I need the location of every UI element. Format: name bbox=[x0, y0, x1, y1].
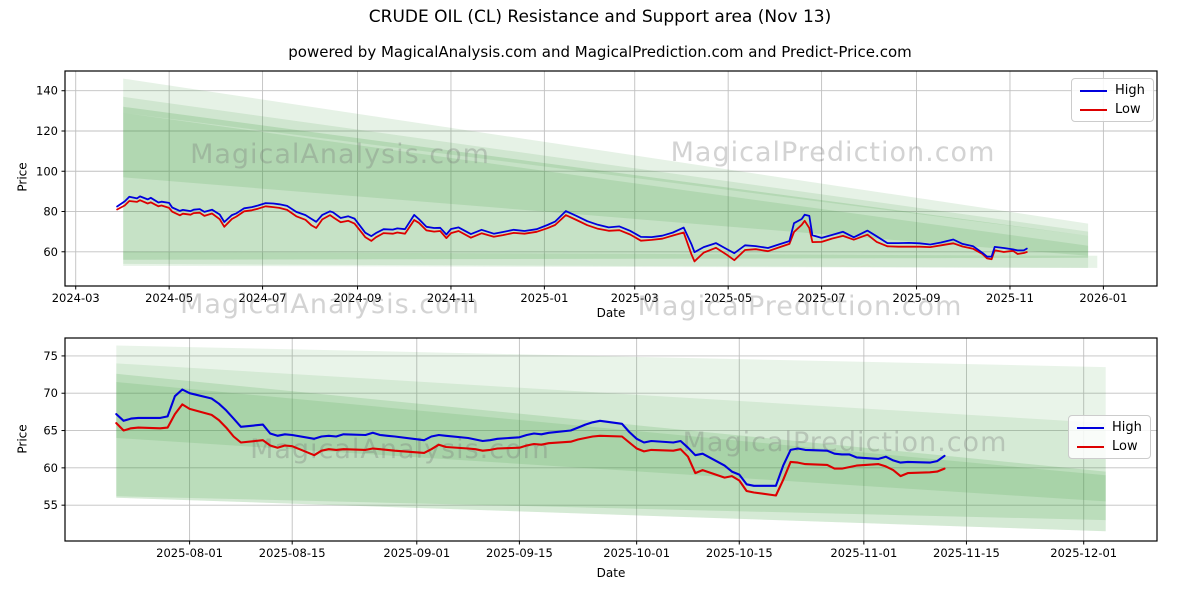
x-tick-label: 2025-08-01 bbox=[156, 546, 223, 560]
y-tick-label: 75 bbox=[43, 349, 58, 363]
support-resistance-band bbox=[123, 251, 1098, 268]
watermark-text: MagicalAnalysis.com bbox=[180, 289, 480, 320]
support-resistance-band bbox=[116, 373, 1106, 521]
watermark-text: MagicalPrediction.com bbox=[638, 291, 963, 322]
legend-item-low: Low bbox=[1077, 440, 1142, 454]
support-resistance-band bbox=[123, 96, 1089, 268]
axes-border bbox=[64, 337, 1158, 542]
support-resistance-band bbox=[116, 382, 1106, 502]
y-tick-label: 55 bbox=[43, 498, 58, 512]
x-tick-label: 2024-03 bbox=[52, 291, 100, 305]
legend-label-low: Low bbox=[1115, 102, 1141, 117]
x-tick-label: 2025-07 bbox=[798, 291, 846, 305]
y-tick-label: 65 bbox=[43, 424, 58, 438]
y-tick-label: 140 bbox=[36, 84, 58, 98]
chart-subtitle: powered by MagicalAnalysis.com and Magic… bbox=[288, 43, 912, 61]
x-tick-label: 2025-05 bbox=[704, 291, 752, 305]
x-tick-label: 2025-11 bbox=[986, 291, 1034, 305]
high-line-swatch bbox=[1080, 90, 1107, 92]
low-line-swatch bbox=[1077, 446, 1104, 448]
x-tick-label: 2025-08-15 bbox=[259, 546, 326, 560]
y-tick-label: 120 bbox=[36, 124, 58, 138]
x-tick-label: 2025-03 bbox=[611, 291, 659, 305]
legend-bottom-chart: High Low bbox=[1068, 415, 1151, 459]
legend-label-high: High bbox=[1112, 420, 1142, 435]
x-tick-label: 2025-10-01 bbox=[603, 546, 670, 560]
chart-title: CRUDE OIL (CL) Resistance and Support ar… bbox=[368, 7, 832, 27]
legend-item-low: Low bbox=[1080, 103, 1145, 117]
x-tick-label: 2024-11 bbox=[427, 291, 475, 305]
x-tick-label: 2024-09 bbox=[333, 291, 381, 305]
watermark-text: MagicalAnalysis.com bbox=[190, 139, 490, 170]
high-series-line bbox=[115, 388, 946, 487]
low-series-line bbox=[115, 403, 946, 497]
support-resistance-band bbox=[116, 363, 1106, 532]
low-series-line bbox=[116, 199, 1028, 263]
x-axis-label-bottom: Date bbox=[596, 566, 626, 580]
legend-top-chart: High Low bbox=[1071, 78, 1154, 122]
y-axis-label-top: Price bbox=[15, 162, 30, 192]
high-line-swatch bbox=[1077, 427, 1104, 429]
x-tick-label: 2025-09-15 bbox=[486, 546, 553, 560]
y-tick-label: 60 bbox=[43, 461, 58, 475]
support-resistance-band bbox=[116, 345, 1106, 532]
x-tick-label: 2025-01 bbox=[520, 291, 568, 305]
x-tick-label: 2024-07 bbox=[239, 291, 287, 305]
legend-label-high: High bbox=[1115, 83, 1145, 98]
high-series-line bbox=[116, 195, 1028, 258]
watermark-text: MagicalPrediction.com bbox=[683, 427, 1008, 458]
x-tick-label: 2026-01 bbox=[1079, 291, 1127, 305]
x-tick-label: 2025-09 bbox=[893, 291, 941, 305]
low-line-swatch bbox=[1080, 109, 1107, 111]
y-tick-label: 100 bbox=[36, 164, 58, 178]
support-resistance-band bbox=[123, 106, 1089, 260]
y-axis-label-bottom: Price bbox=[15, 424, 30, 454]
support-resistance-band bbox=[123, 78, 1089, 236]
x-tick-label: 2025-11-15 bbox=[933, 546, 1000, 560]
y-tick-label: 80 bbox=[43, 205, 58, 219]
legend-item-high: High bbox=[1077, 421, 1142, 435]
x-tick-label: 2025-12-01 bbox=[1050, 546, 1117, 560]
y-tick-label: 60 bbox=[43, 245, 58, 259]
x-tick-label: 2025-11-01 bbox=[830, 546, 897, 560]
x-tick-label: 2024-05 bbox=[145, 291, 193, 305]
axes-border bbox=[64, 70, 1158, 287]
x-tick-label: 2025-10-15 bbox=[706, 546, 773, 560]
watermark-text: MagicalPrediction.com bbox=[671, 137, 996, 168]
support-resistance-band bbox=[123, 112, 1089, 256]
legend-label-low: Low bbox=[1112, 439, 1138, 454]
x-axis-label-top: Date bbox=[596, 306, 626, 320]
x-tick-label: 2025-09-01 bbox=[383, 546, 450, 560]
y-tick-label: 70 bbox=[43, 386, 58, 400]
legend-item-high: High bbox=[1080, 84, 1145, 98]
